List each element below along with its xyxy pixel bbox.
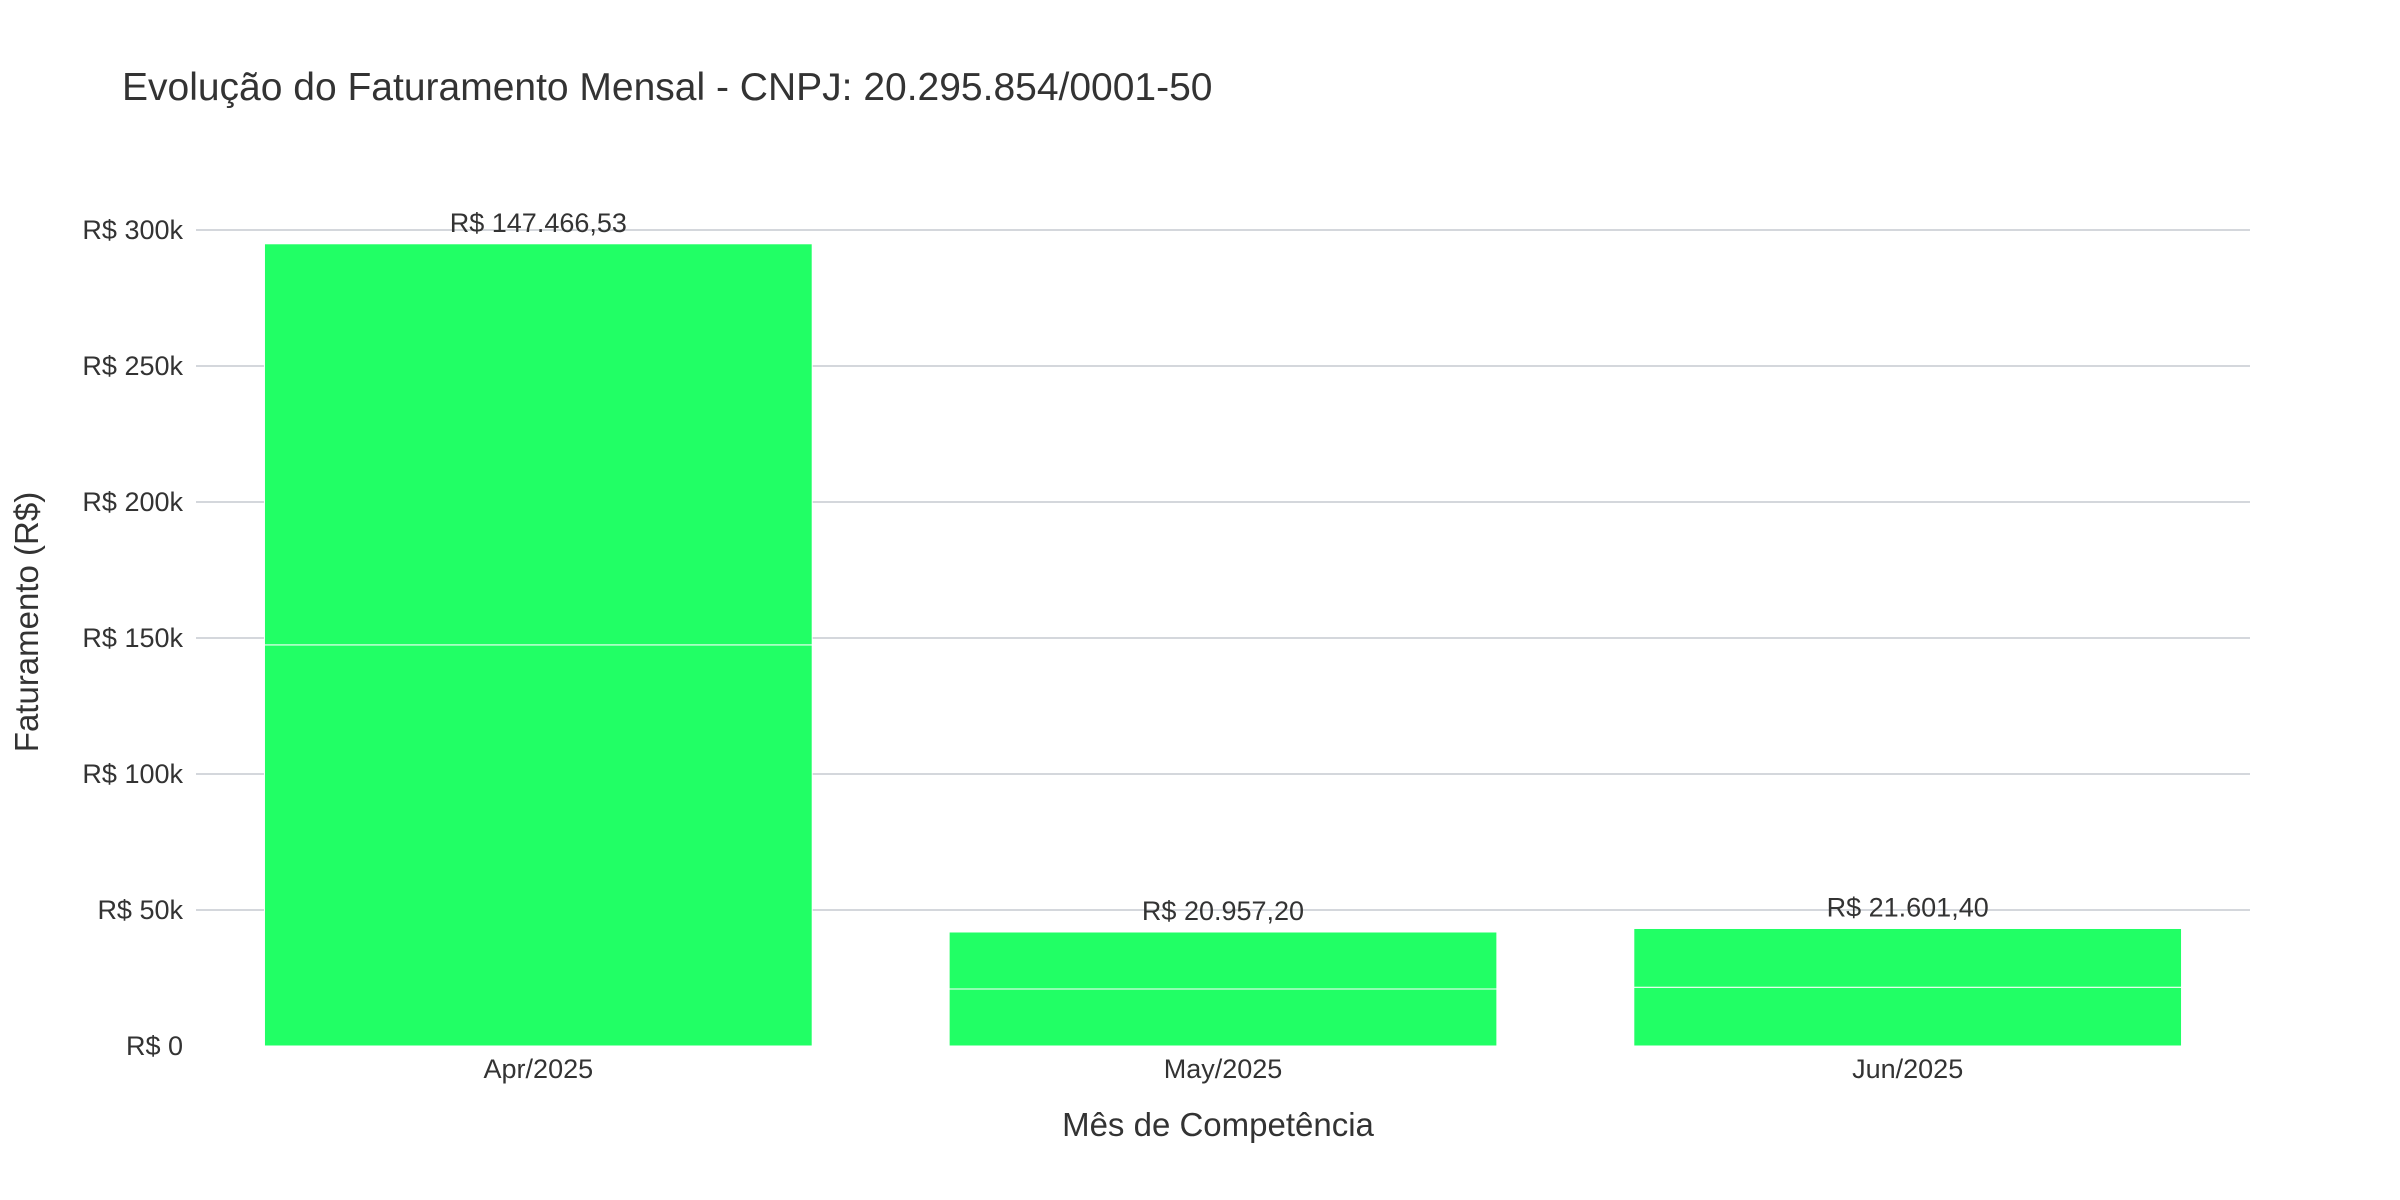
y-tick-label: R$ 300k	[82, 215, 183, 245]
y-tick-label: R$ 150k	[82, 623, 183, 653]
bar-data-label: R$ 21.601,40	[1827, 892, 1989, 922]
bar-data-label: R$ 147.466,53	[450, 208, 627, 238]
x-axis: Apr/2025 May/2025 Jun/2025	[484, 1054, 1964, 1084]
y-tick-label: R$ 200k	[82, 487, 183, 517]
y-tick-label: R$ 0	[126, 1031, 183, 1061]
bar-data-label: R$ 20.957,20	[1142, 896, 1304, 926]
y-tick-label: R$ 50k	[97, 895, 183, 925]
bars	[263, 243, 2183, 1047]
bar-segment	[263, 644, 813, 1047]
y-tick-label: R$ 100k	[82, 759, 183, 789]
x-tick-label: Apr/2025	[484, 1054, 594, 1084]
x-tick-label: May/2025	[1164, 1054, 1283, 1084]
bar-segment	[1633, 927, 2183, 988]
x-axis-title: Mês de Competência	[1062, 1106, 1374, 1143]
bar-segment	[263, 243, 813, 646]
y-tick-label: R$ 250k	[82, 351, 183, 381]
chart-title: Evolução do Faturamento Mensal - CNPJ: 2…	[122, 66, 1212, 109]
y-axis-title: Faturamento (R$)	[8, 492, 45, 752]
bar-segment	[1633, 986, 2183, 1047]
y-axis: R$ 0 R$ 50k R$ 100k R$ 150k R$ 200k R$ 250k R$…	[82, 215, 183, 1061]
bar-data-labels: R$ 147.466,53 R$ 20.957,20 R$ 21.601,40	[450, 208, 1989, 926]
bar-segment	[948, 988, 1498, 1047]
x-tick-label: Jun/2025	[1852, 1054, 1963, 1084]
bar-segment	[948, 931, 1498, 990]
